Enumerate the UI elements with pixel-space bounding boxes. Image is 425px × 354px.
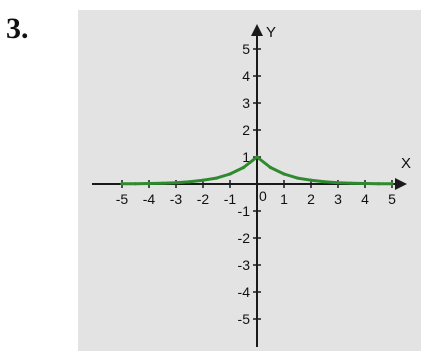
data-point xyxy=(322,180,327,184)
y-tick-label: 4 xyxy=(242,68,250,84)
x-tick-label: 5 xyxy=(388,191,396,207)
x-tick-label: -1 xyxy=(224,191,237,207)
data-point xyxy=(268,165,273,170)
plot-background xyxy=(78,10,421,351)
data-point xyxy=(201,178,205,182)
data-point xyxy=(241,165,246,170)
problem-number: 3. xyxy=(6,12,29,45)
data-point xyxy=(282,172,286,176)
data-point xyxy=(349,181,354,185)
data-point xyxy=(336,181,340,185)
x-axis-arrow xyxy=(395,178,407,190)
x-tick-label: -3 xyxy=(170,191,183,207)
y-tick-label: -1 xyxy=(238,203,251,219)
data-point xyxy=(160,181,165,185)
y-tick-label: -5 xyxy=(238,311,251,327)
data-point xyxy=(255,155,259,159)
x-tick-label: -4 xyxy=(143,191,156,207)
y-tick-label: 1 xyxy=(242,149,250,165)
data-point xyxy=(295,176,300,180)
y-tick-label: 5 xyxy=(242,41,250,57)
y-tick-label: -2 xyxy=(238,230,251,246)
data-point xyxy=(228,172,232,176)
origin-label: 0 xyxy=(259,188,267,204)
y-tick-label: -4 xyxy=(238,284,251,300)
data-point xyxy=(133,182,138,186)
data-point xyxy=(376,182,381,186)
x-tick-label: 4 xyxy=(361,191,369,207)
x-tick-label: 3 xyxy=(334,191,342,207)
data-point xyxy=(309,178,313,182)
y-axis-arrow xyxy=(251,24,263,36)
y-tick-label: 2 xyxy=(242,122,250,138)
data-point xyxy=(390,182,394,186)
data-point xyxy=(147,181,151,186)
x-axis-label: X xyxy=(401,155,411,172)
data-point xyxy=(120,182,124,186)
y-axis-label: Y xyxy=(266,24,276,41)
data-point xyxy=(363,181,367,186)
x-tick-label: -2 xyxy=(197,191,210,207)
data-point xyxy=(214,176,219,180)
y-tick-label: 3 xyxy=(242,95,250,111)
y-tick-label: -3 xyxy=(238,257,251,273)
data-point xyxy=(187,180,192,184)
x-tick-label: -5 xyxy=(116,191,129,207)
data-point xyxy=(174,181,178,185)
x-tick-label: 2 xyxy=(307,191,315,207)
x-tick-label: 1 xyxy=(280,191,288,207)
